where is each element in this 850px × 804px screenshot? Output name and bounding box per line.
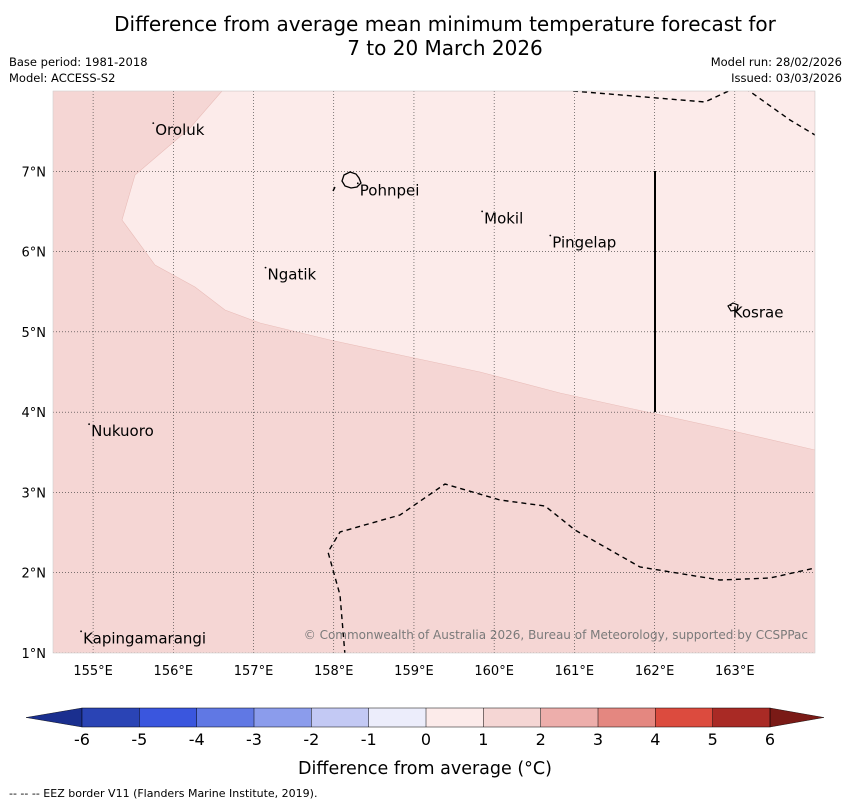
longitude-tick-label: 158°E — [314, 664, 354, 679]
eez-footnote: -- -- -- EEZ border V11 (Flanders Marine… — [9, 787, 317, 800]
model-name: Model: ACCESS-S2 — [9, 71, 116, 85]
colorbar-bin — [254, 708, 312, 727]
place-marker — [88, 423, 90, 426]
latitude-tick-label: 6°N — [22, 246, 47, 261]
colorbar-tick-label: -4 — [189, 730, 205, 749]
colorbar-bin — [139, 708, 197, 727]
issue-date: Issued: 03/03/2026 — [731, 71, 842, 85]
colorbar-bin — [368, 708, 426, 727]
eez-border-south — [327, 483, 815, 653]
place-label: Ngatik — [268, 266, 317, 284]
model-run: Model run: 28/02/2026 — [710, 55, 842, 69]
longitude-tick-label: 155°E — [73, 664, 113, 679]
colorbar-tick-label: -6 — [74, 730, 90, 749]
chart-title: Difference from average mean minimum tem… — [0, 12, 850, 60]
place-marker — [152, 122, 155, 125]
colorbar-tick-label: 4 — [650, 730, 660, 749]
colorbar-tick-label: 0 — [421, 730, 431, 749]
longitude-tick-label: 163°E — [715, 664, 755, 679]
colorbar-tick-label: -1 — [361, 730, 377, 749]
colorbar-outline — [81, 707, 771, 728]
place-marker — [356, 182, 359, 185]
latitude-tick-label: 3°N — [22, 486, 47, 501]
colorbar-bin — [311, 708, 369, 727]
colorbar: -6 -5 -4 -3 -2 -1 0 1 2 3 4 5 6 — [25, 707, 825, 749]
latitude-tick-label: 1°N — [22, 647, 47, 662]
longitude-tick-label: 160°E — [474, 664, 514, 679]
colorbar-bin — [82, 708, 140, 727]
eez-border-north — [572, 91, 731, 103]
colorbar-tick-label: 2 — [536, 730, 546, 749]
copyright-text: © Commonwealth of Australia 2026, Bureau… — [304, 628, 808, 642]
eez-border-northeast — [748, 91, 815, 136]
place-marker — [549, 234, 552, 237]
colorbar-bin — [598, 708, 656, 727]
colorbar-bin — [540, 708, 598, 727]
base-period: Base period: 1981-2018 — [9, 55, 148, 69]
place-markers: Oroluk Pohnpei Mokil Pingelap Ngatik Kosrae Nu… — [80, 121, 783, 647]
place-label: Mokil — [484, 209, 523, 227]
latitude-tick-label: 5°N — [22, 326, 47, 341]
place-label: Nukuoro — [91, 422, 154, 440]
longitude-tick-label: 159°E — [394, 664, 434, 679]
map-frame — [52, 90, 816, 654]
colorbar-tick-label: 5 — [708, 730, 718, 749]
place-marker — [80, 630, 82, 633]
colorbar-tick-label: -2 — [303, 730, 319, 749]
place-marker — [264, 266, 267, 269]
place-marker — [729, 304, 732, 307]
latitude-tick-label: 2°N — [22, 567, 47, 582]
longitude-tick-label: 156°E — [154, 664, 194, 679]
colorbar-extend-low — [25, 707, 83, 728]
colorbar-bin — [196, 708, 254, 727]
colorbar-bin — [712, 708, 770, 727]
latitude-tick-labels: 1°N 2°N 3°N 4°N 5°N 6°N 7°N — [22, 165, 47, 662]
colorbar-bin — [483, 708, 541, 727]
eez-borders — [327, 91, 815, 653]
title-line-1: Difference from average mean minimum tem… — [114, 12, 776, 36]
latitude-tick-label: 7°N — [22, 165, 47, 180]
colorbar-bin — [655, 708, 713, 727]
title-line-2: 7 to 20 March 2026 — [347, 36, 543, 60]
longitude-tick-labels: 155°E 156°E 157°E 158°E 159°E 160°E 161°E 162°E… — [73, 664, 754, 679]
eez-border-pohnpei-fragment — [332, 186, 336, 192]
colorbar-bin — [426, 708, 484, 727]
colorbar-tick-label: 1 — [478, 730, 488, 749]
longitude-tick-label: 162°E — [635, 664, 675, 679]
longitude-tick-label: 161°E — [555, 664, 595, 679]
colorbar-extend-high — [769, 707, 825, 728]
longitude-tick-label: 157°E — [234, 664, 274, 679]
place-label: Kosrae — [733, 303, 784, 321]
place-label: Kapingamarangi — [83, 629, 206, 647]
place-label: Oroluk — [155, 121, 204, 139]
colorbar-tick-label: 3 — [593, 730, 603, 749]
colorbar-tick-label: -3 — [246, 730, 262, 749]
colorbar-tick-label: 6 — [765, 730, 775, 749]
place-label: Pingelap — [552, 234, 616, 252]
colorbar-tick-label: -5 — [131, 730, 147, 749]
colorbar-title: Difference from average (°C) — [298, 759, 552, 779]
anomaly-region-0-to-1 — [121, 91, 815, 451]
place-marker — [481, 210, 484, 213]
place-label: Pohnpei — [360, 181, 420, 199]
latitude-tick-label: 4°N — [22, 406, 47, 421]
pohnpei-island-outline — [341, 171, 362, 189]
